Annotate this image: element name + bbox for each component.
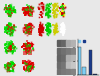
- Bar: [66, 69, 70, 76]
- Bar: [71, 55, 75, 61]
- Bar: [57, 69, 61, 76]
- Bar: [71, 40, 75, 46]
- Bar: [61, 62, 66, 68]
- Bar: [57, 48, 61, 54]
- Bar: [66, 48, 70, 54]
- Bar: [61, 69, 66, 76]
- Bar: [71, 69, 75, 76]
- Bar: [66, 40, 70, 46]
- Bar: [66, 62, 70, 68]
- Bar: [82, 67, 86, 75]
- Bar: [78, 47, 81, 75]
- Bar: [66, 55, 70, 61]
- Bar: [57, 55, 61, 61]
- Bar: [89, 50, 92, 75]
- Bar: [71, 48, 75, 54]
- Bar: [93, 74, 97, 75]
- Bar: [61, 48, 66, 54]
- Bar: [57, 40, 61, 46]
- Bar: [57, 62, 61, 68]
- Bar: [61, 55, 66, 61]
- Bar: [71, 62, 75, 68]
- Bar: [61, 40, 66, 46]
